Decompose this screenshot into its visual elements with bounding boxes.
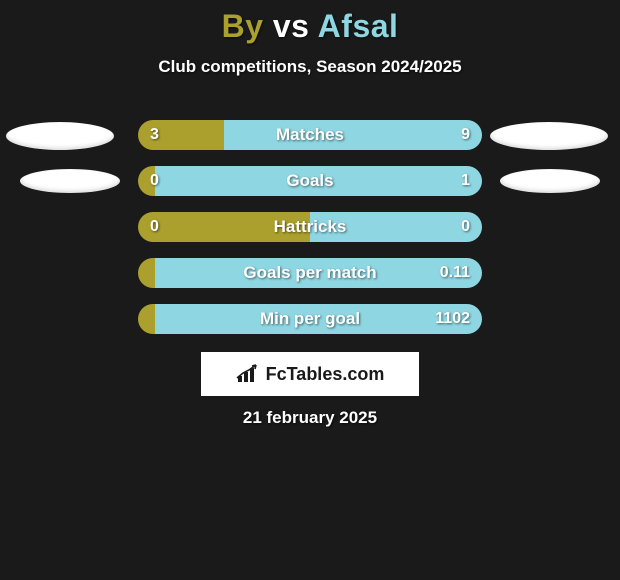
left-team-ellipse — [6, 122, 114, 150]
stat-value-right: 1 — [461, 166, 470, 196]
stat-bar: Matches3 9 — [138, 120, 482, 150]
stat-bar: Goals0 1 — [138, 166, 482, 196]
stat-bar: Min per goal1102 — [138, 304, 482, 334]
subtitle: Club competitions, Season 2024/2025 — [0, 57, 620, 77]
left-team-ellipse — [20, 169, 120, 193]
title-left-player: By — [222, 8, 264, 44]
title-vs: vs — [273, 8, 310, 44]
brand-text: FcTables.com — [266, 364, 385, 385]
stat-value-right: 0.11 — [440, 258, 470, 288]
stat-label: Hattricks — [138, 212, 482, 242]
stat-value-left: 0 — [150, 212, 159, 242]
right-team-ellipse — [490, 122, 608, 150]
brand-box: FcTables.com — [201, 352, 419, 396]
stat-row: Hattricks0 0 — [0, 212, 620, 242]
stat-bar: Hattricks0 0 — [138, 212, 482, 242]
stat-value-right: 1102 — [435, 304, 470, 334]
stat-label: Goals per match — [138, 258, 482, 288]
stat-row: Matches3 9 — [0, 120, 620, 150]
stat-value-right: 9 — [461, 120, 470, 150]
stat-value-left: 0 — [150, 166, 159, 196]
stat-row: Min per goal1102 — [0, 304, 620, 334]
title-right-player: Afsal — [318, 8, 399, 44]
date: 21 february 2025 — [0, 408, 620, 428]
stat-value-right: 0 — [461, 212, 470, 242]
page-title: By vs Afsal — [0, 0, 620, 45]
stat-label: Min per goal — [138, 304, 482, 334]
stat-value-left: 3 — [150, 120, 159, 150]
right-team-ellipse — [500, 169, 600, 193]
comparison-infographic: By vs Afsal Club competitions, Season 20… — [0, 0, 620, 580]
stat-label: Matches — [138, 120, 482, 150]
stat-row: Goals0 1 — [0, 166, 620, 196]
bar-chart-icon — [236, 364, 260, 384]
stat-row: Goals per match0.11 — [0, 258, 620, 288]
stat-label: Goals — [138, 166, 482, 196]
stat-bar: Goals per match0.11 — [138, 258, 482, 288]
